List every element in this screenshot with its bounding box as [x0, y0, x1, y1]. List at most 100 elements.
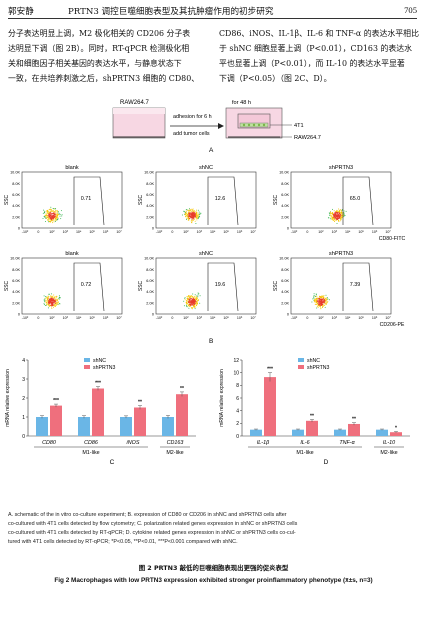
- panel-label-d: D: [324, 459, 329, 466]
- flow-event: [190, 213, 192, 215]
- y-tick-label: 8.0K: [146, 182, 154, 186]
- flow-event: [53, 212, 55, 214]
- flow-event: [197, 300, 199, 302]
- flow-event: [61, 215, 63, 217]
- flow-event: [52, 301, 53, 303]
- flow-plot-title: shNC: [199, 165, 213, 171]
- flow-event: [315, 298, 317, 300]
- flow-event: [52, 215, 53, 217]
- flow-event: [45, 221, 46, 222]
- schematic-coculture: RAW264.7 adhesion for 6 h add tumor cell…: [112, 100, 321, 154]
- flow-event: [45, 305, 47, 306]
- flow-event: [56, 295, 58, 297]
- flow-event: [46, 303, 48, 305]
- flow-event: [52, 208, 54, 210]
- flow-event: [49, 299, 51, 301]
- flow-event: [338, 213, 340, 215]
- flow-event: [48, 211, 50, 213]
- flow-event: [49, 304, 51, 306]
- flow-event: [333, 210, 335, 212]
- flow-event: [332, 219, 334, 221]
- y-tick-label: 0: [287, 227, 289, 231]
- flow-event: [49, 298, 51, 300]
- gate-percent: 19.6: [215, 282, 226, 288]
- flow-event: [49, 215, 51, 217]
- flow-event: [53, 208, 55, 210]
- flow-event: [188, 307, 190, 309]
- flow-event: [337, 215, 339, 217]
- flow-event: [336, 218, 337, 220]
- y-tick-label: 4.0K: [146, 290, 154, 294]
- flow-event: [191, 211, 193, 213]
- group-label: M2-like: [380, 450, 397, 456]
- legend-label: shNC: [307, 358, 320, 364]
- flow-event: [47, 210, 49, 212]
- flow-event: [51, 210, 53, 212]
- x-tick-label: 10²: [49, 316, 55, 320]
- x-tick-label: 10²: [183, 316, 189, 320]
- y-tick-label: 3: [22, 377, 25, 383]
- flow-event: [187, 300, 189, 302]
- flow-event: [190, 298, 192, 300]
- flow-event: [195, 301, 197, 303]
- y-tick-label: 4.0K: [281, 204, 289, 208]
- y-tick-label: 2.0K: [12, 215, 20, 219]
- flow-event: [192, 211, 194, 213]
- significance-label: **: [310, 414, 314, 420]
- flow-event: [48, 214, 50, 216]
- flow-event: [188, 295, 190, 297]
- y-tick-label: 6.0K: [12, 193, 20, 197]
- flow-event: [198, 211, 200, 213]
- flow-event: [51, 217, 53, 219]
- flow-event: [191, 295, 193, 297]
- flow-event: [192, 300, 194, 302]
- flow-event: [316, 297, 318, 299]
- y-tick-label: 4.0K: [281, 290, 289, 294]
- flow-event: [189, 210, 190, 212]
- flow-event: [49, 305, 51, 307]
- flow-event: [319, 306, 321, 307]
- flow-event: [193, 301, 195, 303]
- flow-plot-title: blank: [65, 251, 79, 257]
- flow-event: [54, 211, 55, 213]
- y-tick-label: 12: [233, 358, 239, 364]
- flow-event: [331, 216, 333, 218]
- figure-title-en: Fig 2 Macrophages with low PRTN3 express…: [54, 577, 373, 584]
- flow-event: [188, 216, 190, 218]
- x-tick-label: 10⁵: [89, 230, 95, 234]
- x-tick-label: 0: [306, 230, 308, 234]
- body-line: 关和细胞因子相关基因的表达水平，与静息状态下: [8, 59, 182, 68]
- y-tick-label: 6.0K: [281, 279, 289, 283]
- flow-event: [313, 293, 315, 295]
- flow-event: [313, 296, 315, 298]
- flow-event: [60, 218, 62, 220]
- flow-event: [44, 216, 46, 218]
- y-tick-label: 2.0K: [281, 301, 289, 305]
- flow-plot-frame: [21, 171, 123, 229]
- flow-event: [51, 305, 53, 307]
- flow-event: [43, 295, 45, 297]
- flow-event: [317, 299, 319, 301]
- flow-event: [57, 214, 59, 215]
- flow-event: [195, 298, 197, 299]
- bar-shPRTN3: [50, 405, 62, 436]
- flow-event: [334, 220, 335, 222]
- flow-event: [323, 305, 325, 307]
- flow-event: [52, 299, 54, 301]
- flow-event: [194, 297, 196, 299]
- flow-event: [47, 221, 49, 223]
- flow-event: [186, 219, 187, 220]
- flow-event: [59, 303, 60, 305]
- bar-shPRTN3: [176, 394, 188, 436]
- flow-event: [186, 213, 188, 215]
- flow-event: [340, 215, 342, 216]
- flow-event: [343, 210, 345, 212]
- flow-plot-title: blank: [65, 165, 79, 171]
- flow-event: [193, 215, 195, 217]
- flow-event: [196, 211, 198, 213]
- arrow-label-2: add tumor cells: [173, 131, 210, 137]
- flow-event: [45, 217, 47, 219]
- flow-event: [45, 296, 47, 297]
- flow-event: [331, 218, 332, 220]
- flow-event: [55, 299, 57, 301]
